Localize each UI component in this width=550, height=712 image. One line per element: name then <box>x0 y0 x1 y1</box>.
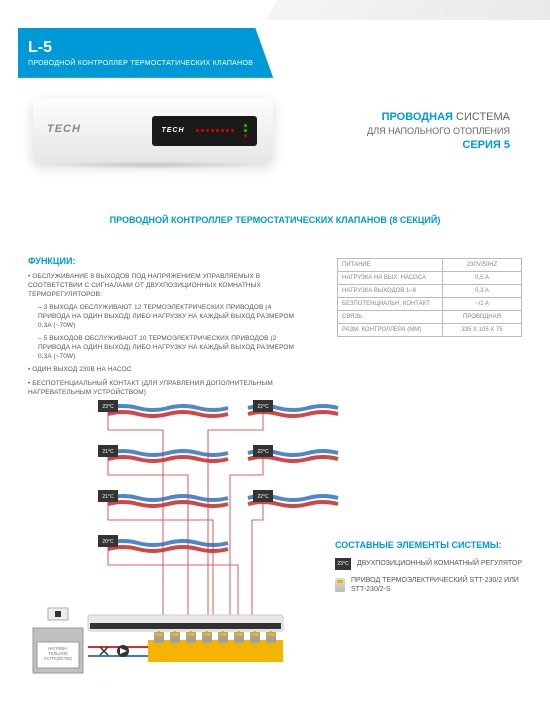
spec-table: ПИТАНИЕ230V/50HZНАГРУЗКА НА ВЫХ. НАСОСА0… <box>337 258 522 337</box>
tagline-1a: ПРОВОДНАЯ <box>382 111 453 123</box>
table-row: РАЗМ. КОНТРОЛЛЕРА (MM)335 X 105 X 75 <box>338 324 522 337</box>
device-front-panel: TECH <box>152 116 257 146</box>
svg-text:21°C: 21°C <box>102 449 114 455</box>
tagline-1b: СИСТЕМА <box>456 111 510 123</box>
func-sub-2: – 5 ВЫХОДОВ ОБСЛУЖИВАЮТ 10 ТЕРМОЭЛЕКТРИЧ… <box>38 334 298 361</box>
top-accent-stripe <box>266 0 550 20</box>
table-row: НАГРУЗКА НА ВЫХ. НАСОСА0,5 A <box>338 272 522 285</box>
tagline-3: СЕРИЯ 5 <box>367 138 510 153</box>
svg-text:22°C: 22°C <box>257 449 269 455</box>
model-subtitle: ПРОВОДНОЙ КОНТРОЛЛЕР ТЕРМОСТАТИЧЕСКИХ КЛ… <box>28 59 253 68</box>
svg-text:20°C: 20°C <box>102 539 114 545</box>
device-image: TECH TECH <box>18 80 288 180</box>
tagline-block: ПРОВОДНАЯ СИСТЕМА ДЛЯ НАПОЛЬНОГО ОТОПЛЕН… <box>367 110 510 153</box>
legend-item-1-text: ДВУХПОЗИЦИОННЫЙ КОМНАТНЫЙ РЕГУЛЯТОР <box>357 559 522 568</box>
legend-heading: СОСТАВНЫЕ ЭЛЕМЕНТЫ СИСТЕМЫ: <box>335 540 530 550</box>
legend-item-actuator: ПРИВОД ТЕРМОЭЛЕКТРИЧЕСКИЙ STT-230/2 ИЛИ … <box>335 576 530 594</box>
functions-block: ФУНКЦИИ: • ОБСЛУЖИВАНИЕ 8 ВЫХОДОВ ПОД НА… <box>28 255 298 401</box>
table-row: ПИТАНИЕ230V/50HZ <box>338 259 522 272</box>
func-item-1: • ОБСЛУЖИВАНИЕ 8 ВЫХОДОВ ПОД НАПРЯЖЕНИЕМ… <box>28 272 298 299</box>
functions-heading: ФУНКЦИИ: <box>28 255 298 268</box>
actuator-icon <box>335 578 345 592</box>
svg-text:23°C: 23°C <box>102 404 114 410</box>
header-box: L-5 ПРОВОДНОЙ КОНТРОЛЛЕР ТЕРМОСТАТИЧЕСКИ… <box>18 28 273 78</box>
legend-block: СОСТАВНЫЕ ЭЛЕМЕНТЫ СИСТЕМЫ: 23°C ДВУХПОЗ… <box>335 540 530 600</box>
device-brand-logo: TECH <box>47 123 81 135</box>
svg-text:21°C: 21°C <box>102 494 114 500</box>
func-item-2: • ОДИН ВЫХОД 230В НА НАСОС <box>28 365 298 374</box>
status-led-row <box>196 129 234 132</box>
section-title: ПРОВОДНОЙ КОНТРОЛЛЕР ТЕРМОСТАТИЧЕСКИХ КЛ… <box>0 215 550 225</box>
legend-item-thermostat: 23°C ДВУХПОЗИЦИОННЫЙ КОМНАТНЫЙ РЕГУЛЯТОР <box>335 558 530 570</box>
svg-text:22°C: 22°C <box>257 404 269 410</box>
func-sub-1: – 3 ВЫХОДА ОБСЛУЖИВАЮТ 12 ТЕРМОЭЛЕКТРИЧЕ… <box>38 303 298 330</box>
tagline-2: ДЛЯ НАПОЛЬНОГО ОТОПЛЕНИЯ <box>367 125 510 138</box>
panel-logo: TECH <box>161 127 184 134</box>
thermostat-icon: 23°C <box>335 558 351 570</box>
model-name: L-5 <box>28 38 253 59</box>
status-led-side <box>244 124 247 137</box>
table-row: БЕЗПОТЕНЦИАЛЬН. КОНТАКТ~/1 A <box>338 298 522 311</box>
table-row: СВЯЗЬПРОВОДНАЯ <box>338 311 522 324</box>
svg-text:22°C: 22°C <box>257 494 269 500</box>
table-row: НАГРУЗКА ВЫХОДОВ 1–80,3 A <box>338 285 522 298</box>
legend-item-2-text: ПРИВОД ТЕРМОЭЛЕКТРИЧЕСКИЙ STT-230/2 ИЛИ … <box>351 576 530 594</box>
